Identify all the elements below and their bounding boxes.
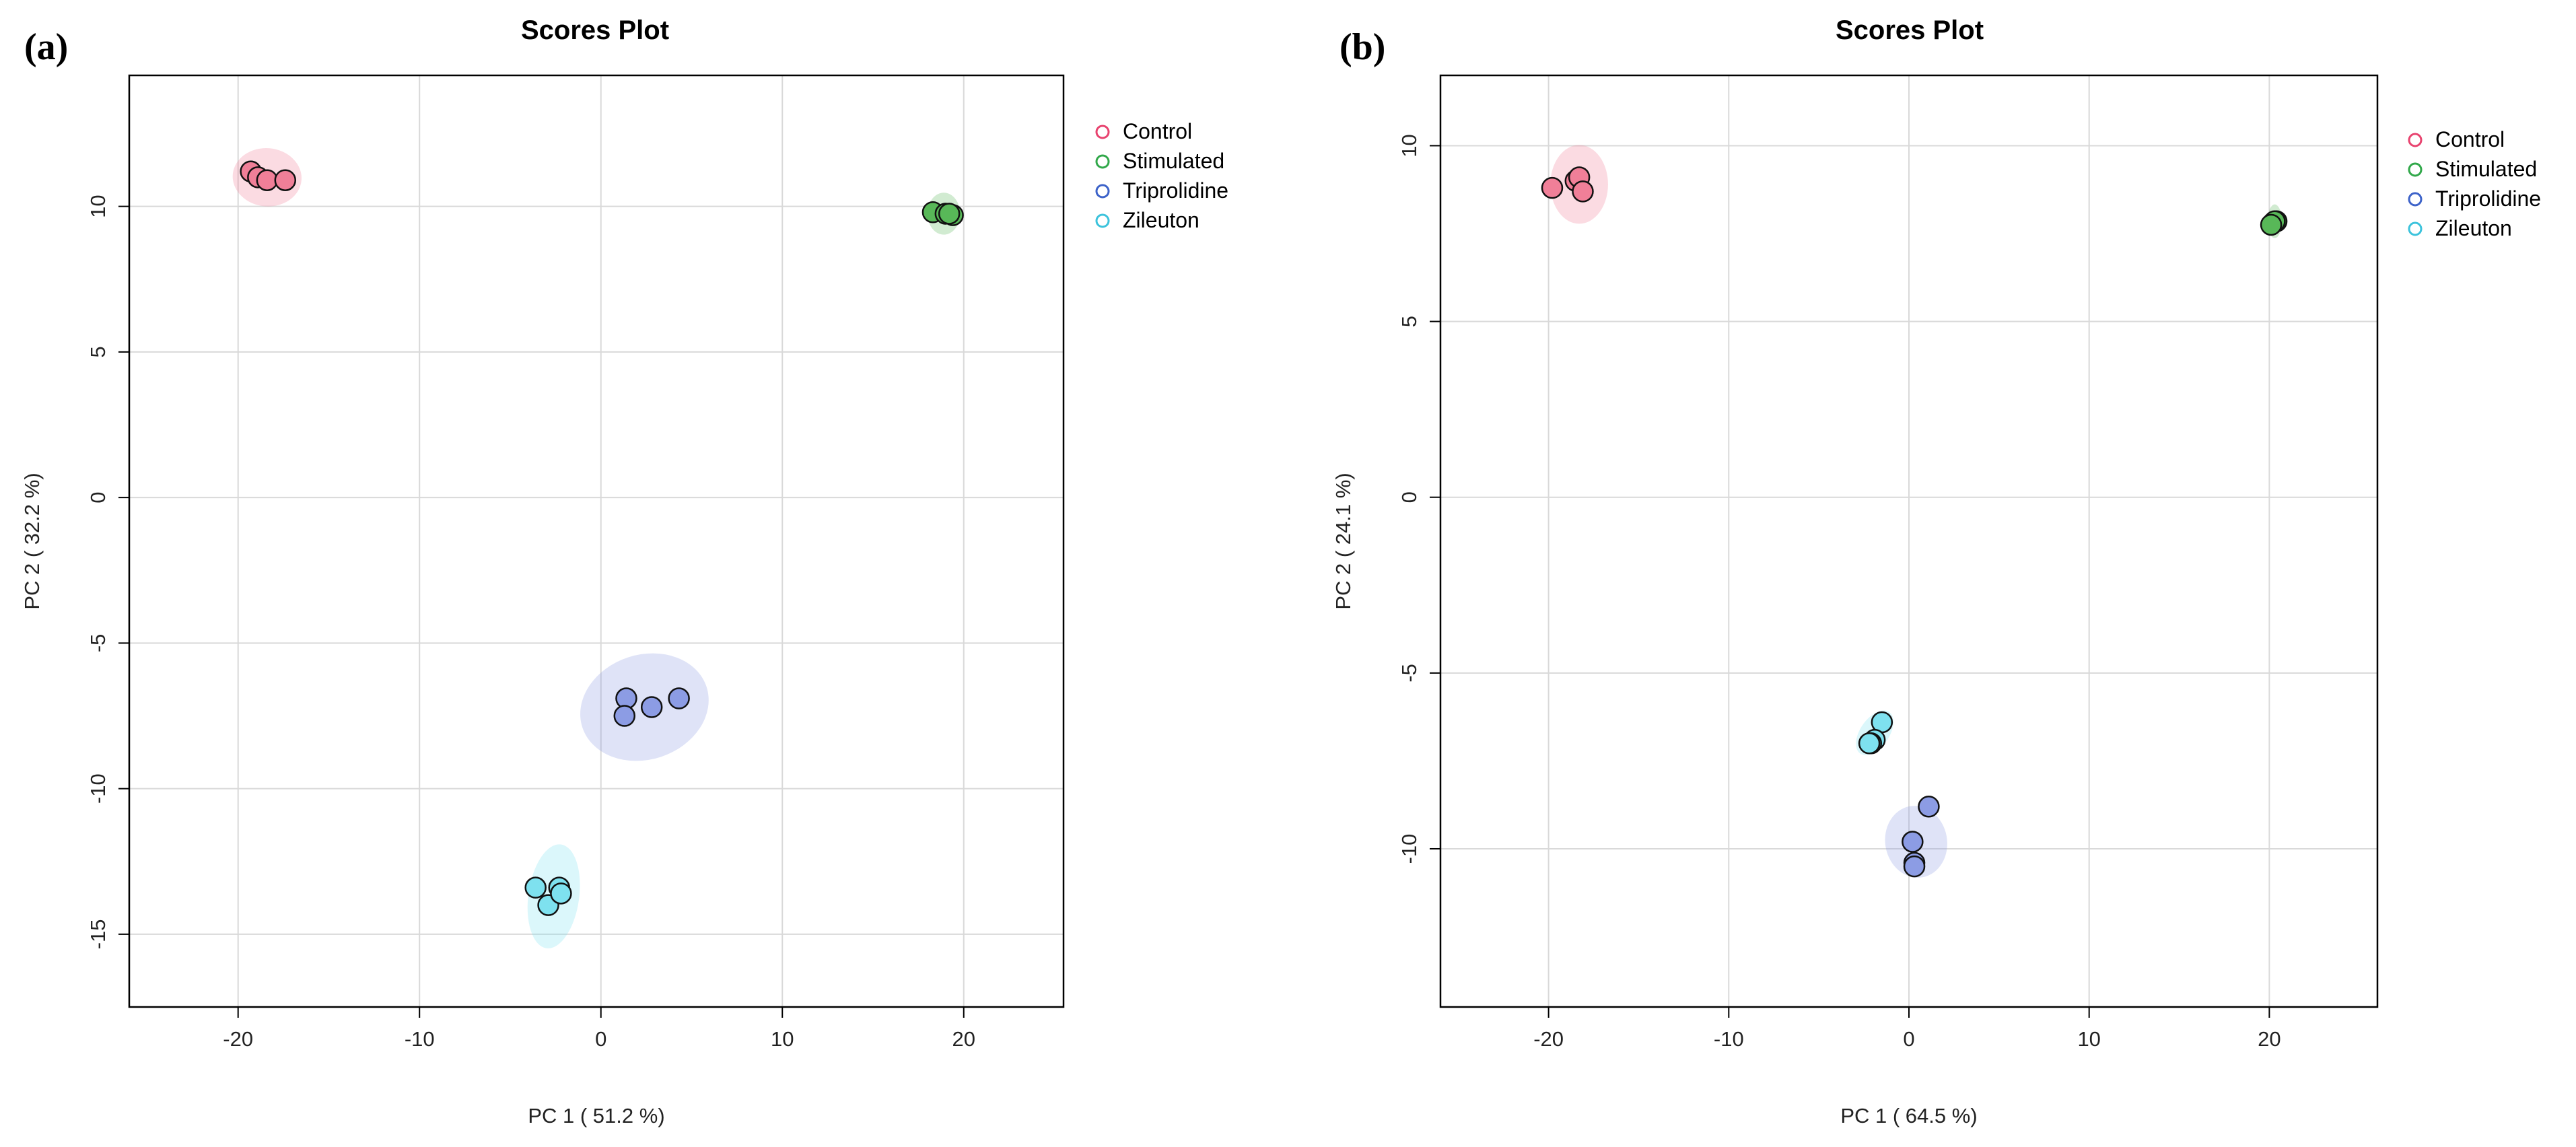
y-tick-label: 10 (86, 195, 110, 217)
x-tick-label: -20 (1533, 1027, 1564, 1051)
zileuton-legend-marker (2408, 221, 2423, 236)
x-tick-label: -20 (223, 1027, 253, 1051)
triprolidine-point (1918, 796, 1940, 818)
triprolidine-legend-marker (2408, 192, 2423, 207)
grid-lines-a (129, 75, 1064, 1007)
grid-lines-b (1440, 75, 2377, 1007)
y-tick-label: -10 (86, 773, 110, 804)
zileuton-legend-marker (1095, 213, 1110, 228)
x-tick-label: 0 (595, 1027, 606, 1051)
triprolidine-point (1902, 831, 1924, 853)
zileuton-point (524, 876, 547, 899)
chart-title-a: Scores Plot (521, 15, 669, 45)
stimulated-point (938, 203, 961, 225)
confidence-ellipses-b (1550, 145, 2283, 878)
control-legend-label: Control (2435, 127, 2505, 151)
y-tick-label: 10 (1397, 134, 1421, 157)
triprolidine-point (613, 705, 636, 727)
triprolidine-point (640, 696, 663, 718)
triprolidine-legend-label: Triprolidine (1123, 178, 1228, 203)
axis-ticks-a: -20 -10 0 10 20 -15 -10 -5 0 5 10 (86, 195, 975, 1051)
x-tick-label: 0 (1903, 1027, 1914, 1051)
x-tick-label: -10 (405, 1027, 435, 1051)
legend-b: Control Stimulated Triprolidine Zileuton (2408, 127, 2541, 240)
control-point (274, 169, 297, 191)
control-legend-marker (1095, 125, 1110, 139)
score-points-b (1541, 166, 2288, 878)
triprolidine-point (1903, 855, 1926, 878)
control-point (1541, 176, 1564, 199)
x-tick-label: 10 (771, 1027, 794, 1051)
y-tick-label: -15 (86, 919, 110, 949)
x-tick-label: 10 (2077, 1027, 2100, 1051)
triprolidine-legend-label: Triprolidine (2435, 186, 2541, 211)
chart-title-b: Scores Plot (1836, 15, 1984, 45)
y-axis-label-a: PC 2 ( 32.2 %) (20, 473, 44, 609)
zileuton-legend-label: Zileuton (2435, 216, 2512, 240)
zileuton-legend-label: Zileuton (1123, 208, 1199, 232)
y-tick-label: 5 (1397, 316, 1421, 327)
x-tick-label: 20 (2258, 1027, 2281, 1051)
stimulated-legend-marker (1095, 154, 1110, 169)
panel-a: (a) Scores Plot -20 -10 0 10 20-15-10-50510 … (20, 15, 1228, 1127)
control-legend-label: Control (1123, 119, 1192, 143)
panel-b: (b) Scores Plot -20 -10 0 10 20 -10 -5 0 5 10 PC … (1331, 15, 2541, 1127)
stimulated-legend-label: Stimulated (2435, 157, 2537, 181)
axis-ticks-b: -20 -10 0 10 20 -10 -5 0 5 10 (1397, 134, 2281, 1051)
control-legend-marker (2408, 133, 2423, 147)
control-point (256, 169, 279, 191)
y-tick-label: -5 (1397, 664, 1421, 683)
confidence-ellipses-a (232, 148, 961, 948)
score-points-a (240, 160, 964, 916)
x-axis-label-b: PC 1 ( 64.5 %) (1840, 1104, 1977, 1127)
zileuton-point (1858, 732, 1881, 755)
x-axis-label-a: PC 1 ( 51.2 %) (528, 1104, 664, 1127)
stimulated-legend-marker (2408, 162, 2423, 177)
stimulated-legend-label: Stimulated (1123, 149, 1224, 173)
y-tick-label: -5 (86, 634, 110, 653)
plot-frame-a (128, 74, 1065, 1008)
y-tick-label: 5 (86, 346, 110, 357)
triprolidine-legend-marker (1095, 184, 1110, 199)
stimulated-point (2260, 213, 2283, 236)
legend-a: Control Stimulated Triprolidine Zileuton (1095, 119, 1228, 232)
x-tick-label: 20 (952, 1027, 975, 1051)
control-point (1572, 180, 1594, 203)
y-tick-label: 0 (1397, 491, 1421, 503)
y-tick-label: -10 (1397, 834, 1421, 864)
y-axis-label-b: PC 2 ( 24.1 %) (1331, 473, 1355, 609)
triprolidine-point (668, 687, 690, 709)
y-tick-label: 0 (86, 492, 110, 503)
zileuton-point (550, 882, 572, 905)
x-tick-label: -10 (1714, 1027, 1744, 1051)
panel-label-a: (a) (24, 26, 68, 68)
panel-label-b: (b) (1339, 26, 1385, 68)
